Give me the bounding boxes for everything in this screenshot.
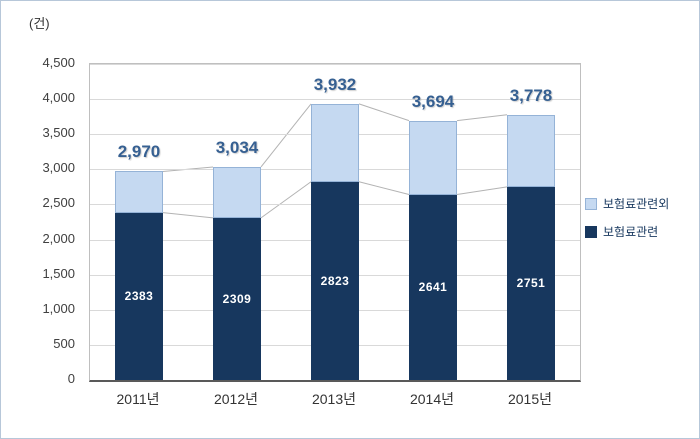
legend-swatch-premium [585,225,597,238]
x-tick-label: 2012년 [213,391,259,407]
total-value-label: 3,778 [509,85,553,105]
series-line [456,186,508,196]
y-tick-label: 4,500 [42,55,75,70]
bar-segment-premium: 2309 [213,217,261,380]
bar-segment-nonpremium [213,166,261,218]
bar-segment-premium: 2641 [409,194,457,380]
series-line [260,181,312,219]
y-axis-labels: 0 500 1,000 1,500 2,000 2,500 3,000 3,500 4,000 4… [1,55,81,386]
bar-value-label: 2751 [516,276,546,291]
bar-segment-premium: 2823 [311,181,359,380]
total-value-label: 3,694 [411,91,455,111]
legend: 보험료관련외 보험료관련 [585,195,669,240]
total-value-label: 3,034 [215,137,259,157]
series-line [358,181,410,196]
y-axis-unit-label: (건) [29,16,50,31]
x-tick-label: 2011년 [116,391,160,407]
x-tick-label: 2015년 [507,391,553,407]
legend-item-premium: 보험료관련 [585,223,669,240]
y-tick-label: 2,000 [42,230,75,246]
y-tick-label: 4,000 [42,90,75,106]
gridline [90,99,580,101]
y-tick-label: 1,000 [42,300,75,316]
bar-segment-nonpremium [409,120,457,195]
y-tick-label: 3,000 [42,160,75,176]
series-line [456,114,508,122]
total-value-label: 3,932 [313,74,357,94]
bar-segment-nonpremium [115,171,163,213]
plot-area: 2383 2,970 2309 3,034 2823 3,932 2641 3,694 2751… [89,63,581,382]
legend-swatch-nonpremium [585,197,597,210]
bar-value-label: 2309 [222,291,252,306]
legend-label-premium: 보험료관련 [603,225,659,239]
bar-segment-premium: 2751 [507,186,555,380]
y-tick-label: 3,500 [42,125,75,141]
legend-label-nonpremium: 보험료관련외 [603,197,670,211]
x-tick-label: 2014년 [409,391,455,407]
legend-item-nonpremium: 보험료관련외 [585,195,669,212]
y-tick-label: 2,500 [42,195,75,211]
x-axis-labels: 2011년 2012년 2013년 2014년 2015년 [89,389,579,409]
total-value-label: 2,970 [117,142,161,162]
bar-value-label: 2823 [320,273,350,288]
series-line [162,212,214,219]
y-tick-label: 500 [53,335,75,351]
gridline [90,64,580,65]
bar-segment-nonpremium [507,114,555,187]
bar-value-label: 2641 [418,280,448,295]
y-tick-label: 0 [67,371,75,386]
x-tick-label: 2013년 [311,391,357,407]
y-tick-label: 1,500 [42,265,75,281]
bar-value-label: 2383 [124,289,154,304]
bar-segment-premium: 2383 [115,212,163,380]
bar-segment-nonpremium [311,103,359,182]
